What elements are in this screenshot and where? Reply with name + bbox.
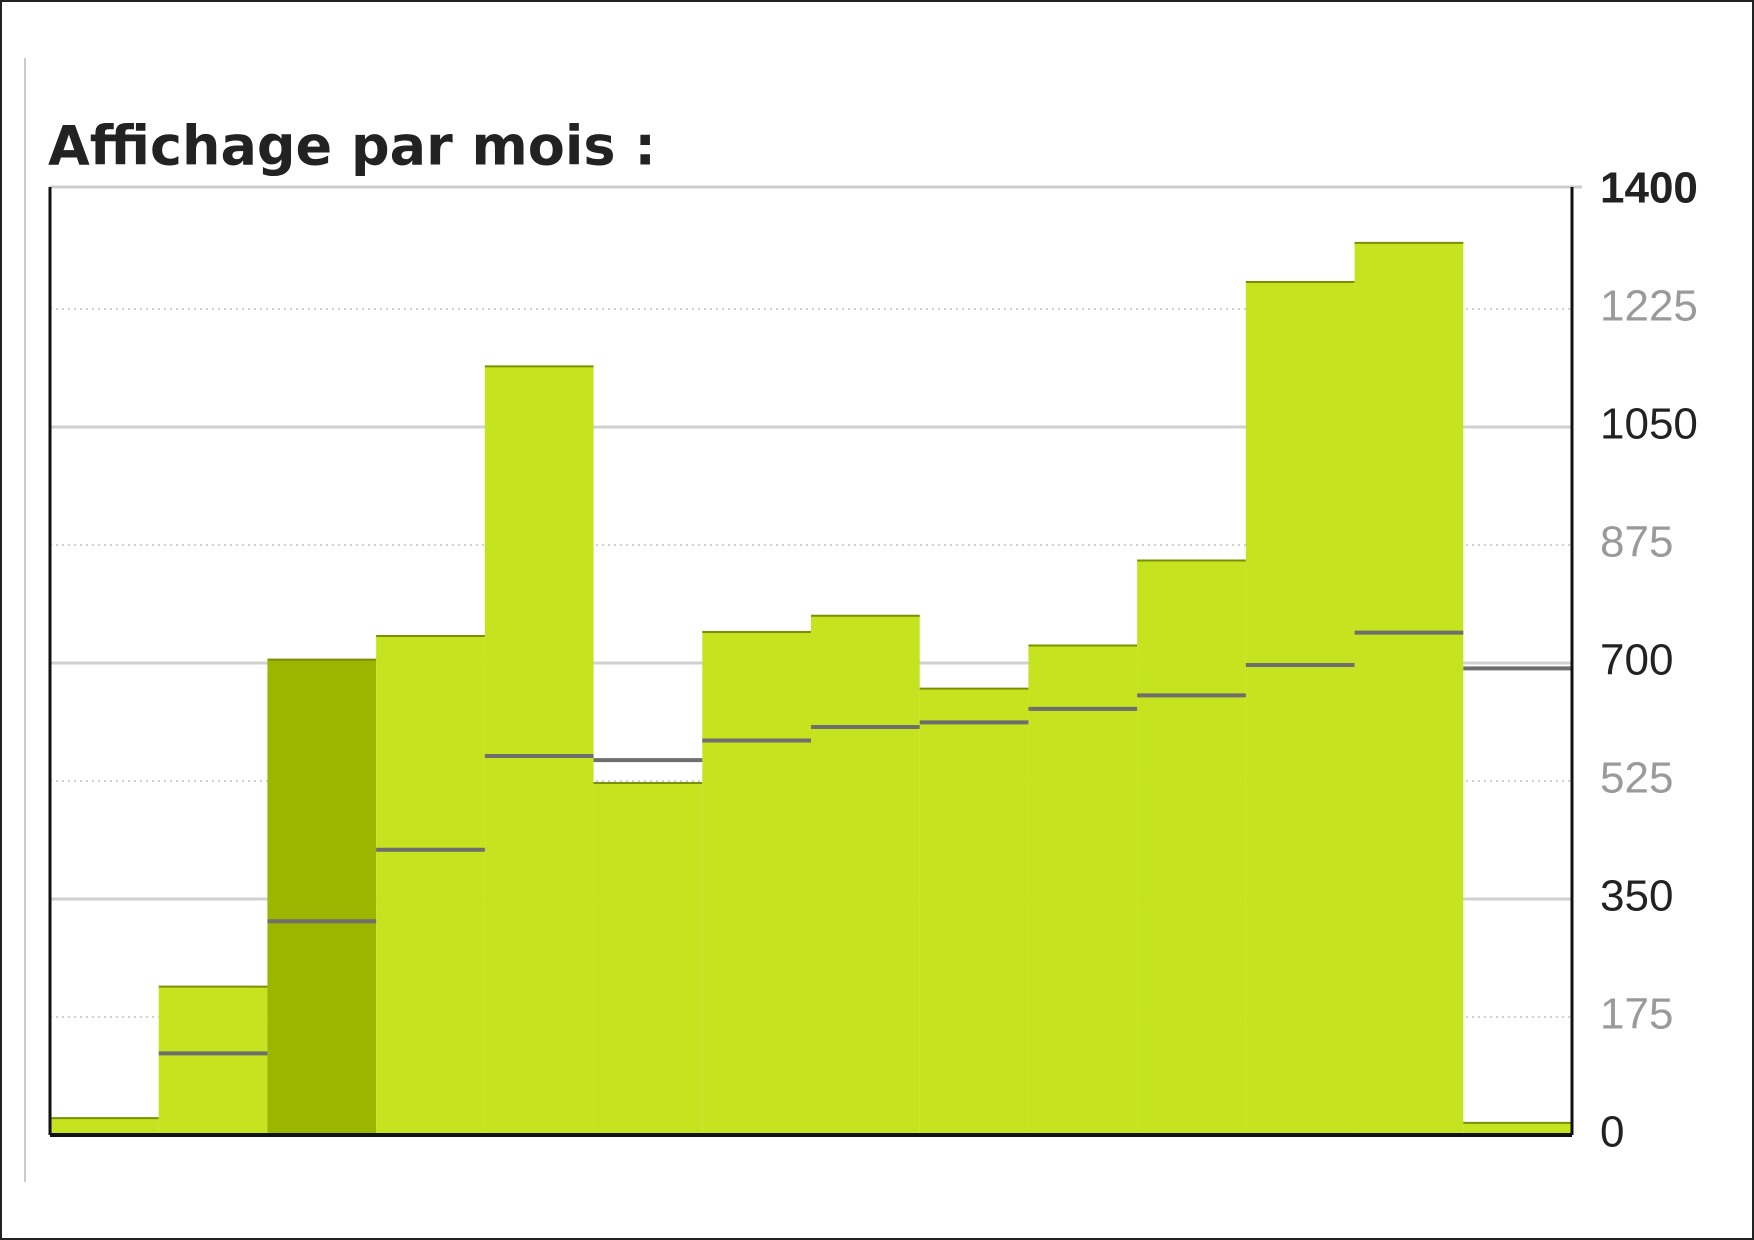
bar — [702, 631, 811, 1135]
bar — [1028, 645, 1138, 1135]
bar — [1354, 242, 1464, 1136]
bar — [1137, 560, 1246, 1135]
bar — [811, 615, 920, 1135]
bar — [593, 783, 703, 1135]
bar — [376, 636, 485, 1135]
bar — [158, 986, 268, 1135]
bar — [1245, 282, 1355, 1135]
chart-title: Affichage par mois : — [48, 115, 656, 178]
bar — [919, 688, 1029, 1135]
y-tick-label: 350 — [1600, 872, 1673, 921]
y-tick-label: 0 — [1600, 1108, 1624, 1157]
bar — [484, 366, 594, 1135]
bar — [267, 659, 377, 1135]
y-tick-label: 875 — [1600, 518, 1673, 567]
y-tick-label: 175 — [1600, 990, 1673, 1039]
bar — [50, 1118, 159, 1135]
y-tick-label: 1400 — [1600, 164, 1698, 213]
y-tick-label: 700 — [1600, 636, 1673, 685]
y-tick-label: 525 — [1600, 754, 1673, 803]
y-tick-label: 1050 — [1600, 400, 1698, 449]
y-tick-label: 1225 — [1600, 282, 1698, 331]
bar — [1463, 1122, 1572, 1135]
